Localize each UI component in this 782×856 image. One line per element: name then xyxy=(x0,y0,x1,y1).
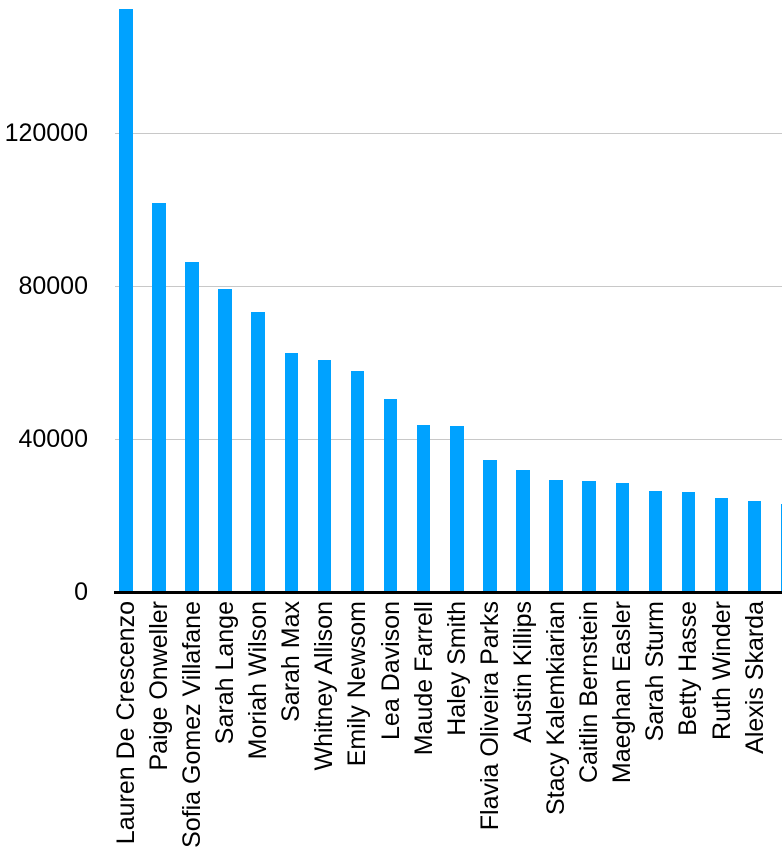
bar xyxy=(549,480,563,592)
bar xyxy=(483,460,497,592)
x-axis-label: Lauren De Crescenzo xyxy=(111,601,140,845)
bar xyxy=(152,202,166,592)
bar xyxy=(516,470,530,592)
x-axis-label: Flavia Oliveira Parks xyxy=(475,601,504,831)
x-axis-label: Austin Killips xyxy=(508,601,537,743)
bar xyxy=(383,399,398,592)
x-axis-label: Haley Smith xyxy=(442,601,471,736)
x-axis-label: Stacy Kalemkiarian xyxy=(542,601,571,815)
x-axis-label: Emily Newsom xyxy=(343,601,372,767)
bar xyxy=(714,498,729,592)
x-axis-label: Paige Onweller xyxy=(144,601,173,771)
bar xyxy=(185,262,199,592)
y-axis-tick-label: 0 xyxy=(74,578,88,606)
bar xyxy=(119,8,133,592)
x-axis-label: Ruth Winder xyxy=(707,601,736,740)
y-axis-tick-label: 120000 xyxy=(4,118,88,147)
bar xyxy=(681,492,696,592)
x-axis-label: Maude Farrell xyxy=(409,601,438,756)
x-axis-line xyxy=(114,591,782,594)
bar xyxy=(284,353,298,592)
bar xyxy=(317,360,332,592)
x-axis-label: Lea Davison xyxy=(376,601,405,740)
x-axis-label: Caitlin Bernstein xyxy=(575,601,604,784)
y-axis-tick-label: 80000 xyxy=(18,271,88,300)
x-axis-label: Whitney Allison xyxy=(310,601,339,771)
bar xyxy=(218,288,232,592)
x-axis-label: Alexis Skarda xyxy=(740,601,769,754)
bar xyxy=(416,424,431,592)
x-axis-label: Betty Hasse xyxy=(674,601,703,736)
bar xyxy=(747,500,762,592)
bar xyxy=(582,481,596,592)
y-axis-tick-label: 40000 xyxy=(18,424,88,453)
x-axis-label: Moriah Wilson xyxy=(244,601,273,760)
bar xyxy=(615,482,629,592)
bar xyxy=(450,425,464,592)
x-axis-label: Sarah Sturm xyxy=(641,601,670,742)
gridline xyxy=(115,132,782,134)
x-axis-label: Maeghan Easler xyxy=(608,601,637,784)
x-axis-label: Sarah Max xyxy=(277,601,306,722)
bar xyxy=(251,312,265,592)
bar xyxy=(648,491,663,592)
gridline xyxy=(115,438,782,440)
gridline xyxy=(115,285,782,287)
bar xyxy=(350,371,365,592)
x-axis-label: Sofia Gomez Villafane xyxy=(177,601,206,848)
x-axis-label: Sarah Lange xyxy=(211,601,240,745)
